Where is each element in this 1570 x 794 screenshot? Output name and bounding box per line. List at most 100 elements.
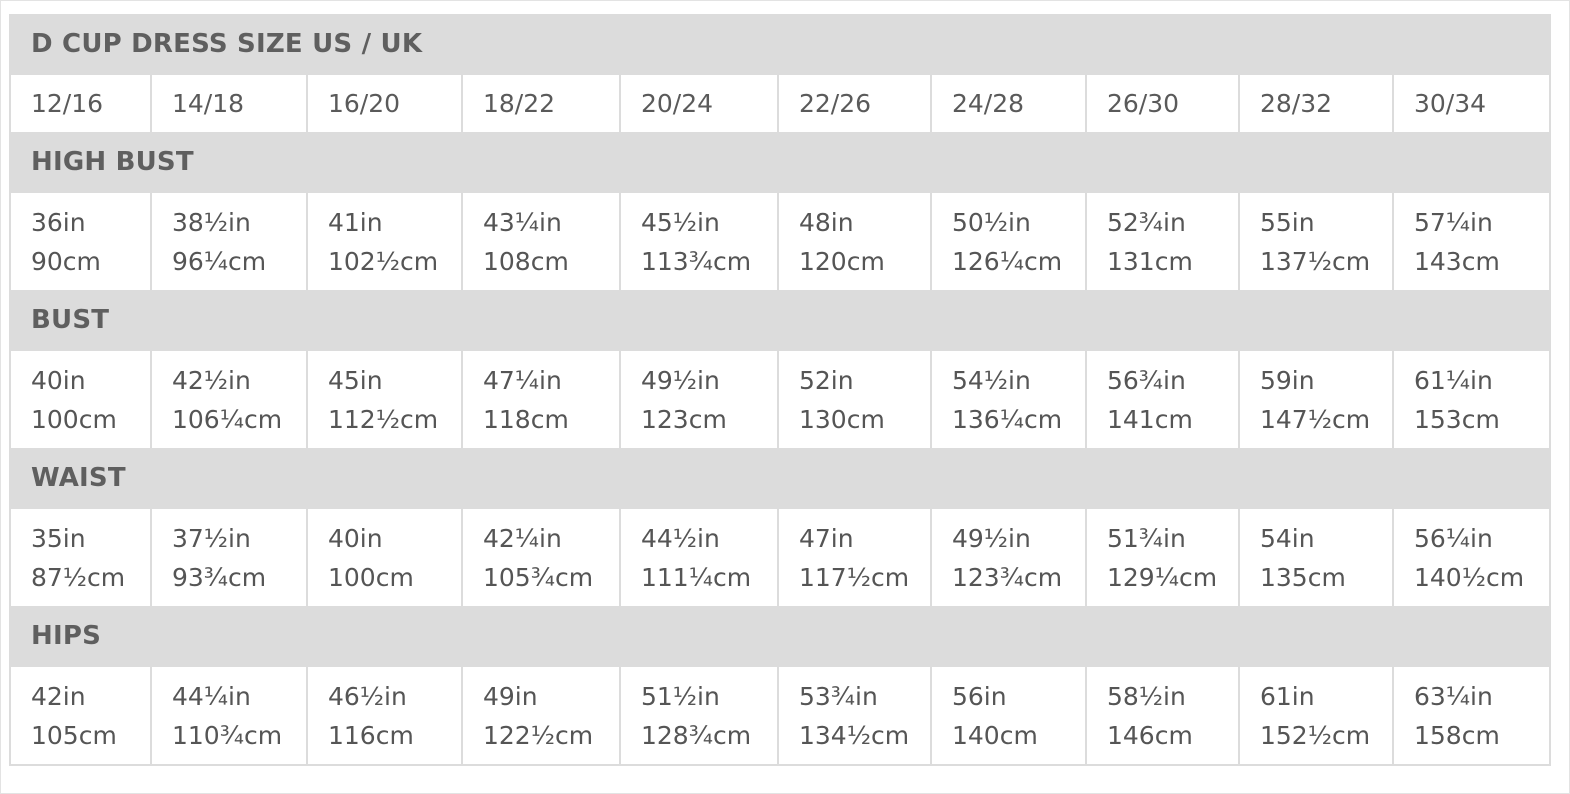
inches-value: 55in (1260, 207, 1315, 237)
size-chart-body: D CUP DRESS SIZE US / UK 12/16 14/18 16/… (8, 14, 1552, 766)
measurement-cell: 61¼in 153cm (1391, 349, 1552, 450)
measurement-cell: 53¾in 134½cm (777, 665, 932, 766)
measurement-cell: 47in 117½cm (777, 507, 932, 608)
measurement-row-high-bust: 36in 90cm 38½in 96¼cm 41in 102½cm 43¼in 108cm 45… (9, 191, 1552, 292)
size-row: 12/16 14/18 16/20 18/22 20/24 22/26 24/2… (9, 73, 1552, 134)
centimeters-value: 100cm (31, 404, 117, 434)
centimeters-value: 123cm (641, 404, 727, 434)
inches-value: 47in (799, 523, 854, 553)
measurement-cell: 36in 90cm (9, 191, 152, 292)
centimeters-value: 123¾cm (952, 562, 1063, 592)
centimeters-value: 105cm (31, 720, 117, 750)
section-header-row-waist: WAIST (8, 448, 1552, 509)
size-cell: 28/32 (1238, 73, 1394, 134)
inches-value: 49½in (641, 365, 720, 395)
measurement-cell: 40in 100cm (306, 507, 463, 608)
measurement-cell: 54½in 136¼cm (930, 349, 1087, 450)
measurement-cell: 52¾in 131cm (1085, 191, 1240, 292)
centimeters-value: 87½cm (31, 562, 126, 592)
inches-value: 44½in (641, 523, 720, 553)
inches-value: 56¾in (1107, 365, 1186, 395)
section-header-row-hips: HIPS (8, 606, 1552, 667)
size-cell: 22/26 (777, 73, 932, 134)
measurement-cell: 55in 137½cm (1238, 191, 1394, 292)
size-cell: 26/30 (1085, 73, 1240, 134)
inches-value: 61in (1260, 681, 1315, 711)
inches-value: 56¼in (1414, 523, 1493, 553)
inches-value: 52in (799, 365, 854, 395)
measurement-cell: 58½in 146cm (1085, 665, 1240, 766)
size-cell: 30/34 (1391, 73, 1552, 134)
centimeters-value: 106¼cm (172, 404, 283, 434)
measurement-cell: 44½in 111¼cm (619, 507, 779, 608)
size-cell: 14/18 (150, 73, 308, 134)
centimeters-value: 130cm (799, 404, 885, 434)
inches-value: 43¼in (483, 207, 562, 237)
measurement-row-hips: 42in 105cm 44¼in 110¾cm 46½in 116cm 49in 122½cm… (9, 665, 1552, 766)
measurement-cell: 38½in 96¼cm (150, 191, 308, 292)
inches-value: 51¾in (1107, 523, 1186, 553)
measurement-cell: 42½in 106¼cm (150, 349, 308, 450)
measurement-cell: 49in 122½cm (461, 665, 621, 766)
inches-value: 41in (328, 207, 383, 237)
centimeters-value: 134½cm (799, 720, 910, 750)
centimeters-value: 110¾cm (172, 720, 283, 750)
measurement-cell: 40in 100cm (9, 349, 152, 450)
centimeters-value: 153cm (1414, 404, 1500, 434)
centimeters-value: 90cm (31, 246, 101, 276)
measurement-cell: 43¼in 108cm (461, 191, 621, 292)
inches-value: 47¼in (483, 365, 562, 395)
measurement-cell: 45½in 113¾cm (619, 191, 779, 292)
inches-value: 44¼in (172, 681, 251, 711)
inches-value: 50½in (952, 207, 1031, 237)
centimeters-value: 128¾cm (641, 720, 752, 750)
inches-value: 40in (31, 365, 86, 395)
inches-value: 57¼in (1414, 207, 1493, 237)
centimeters-value: 147½cm (1260, 404, 1371, 434)
centimeters-value: 146cm (1107, 720, 1193, 750)
centimeters-value: 140½cm (1414, 562, 1525, 592)
section-header-row-bust: BUST (8, 290, 1552, 351)
centimeters-value: 105¾cm (483, 562, 594, 592)
inches-value: 51½in (641, 681, 720, 711)
inches-value: 53¾in (799, 681, 878, 711)
centimeters-value: 122½cm (483, 720, 594, 750)
centimeters-value: 158cm (1414, 720, 1500, 750)
measurement-cell: 49½in 123¾cm (930, 507, 1087, 608)
measurement-cell: 52in 130cm (777, 349, 932, 450)
section-label-waist: WAIST (8, 448, 1552, 509)
centimeters-value: 111¼cm (641, 562, 752, 592)
inches-value: 61¼in (1414, 365, 1493, 395)
measurement-cell: 57¼in 143cm (1391, 191, 1552, 292)
inches-value: 40in (328, 523, 383, 553)
title-row: D CUP DRESS SIZE US / UK (8, 14, 1552, 75)
measurement-cell: 42¼in 105¾cm (461, 507, 621, 608)
centimeters-value: 102½cm (328, 246, 439, 276)
measurement-cell: 46½in 116cm (306, 665, 463, 766)
centimeters-value: 129¼cm (1107, 562, 1218, 592)
measurement-cell: 37½in 93¾cm (150, 507, 308, 608)
size-chart-table: D CUP DRESS SIZE US / UK 12/16 14/18 16/… (8, 14, 1552, 766)
section-label-hips: HIPS (8, 606, 1552, 667)
inches-value: 54½in (952, 365, 1031, 395)
section-label-bust: BUST (8, 290, 1552, 351)
centimeters-value: 113¾cm (641, 246, 752, 276)
measurement-cell: 50½in 126¼cm (930, 191, 1087, 292)
centimeters-value: 126¼cm (952, 246, 1063, 276)
inches-value: 58½in (1107, 681, 1186, 711)
inches-value: 42¼in (483, 523, 562, 553)
inches-value: 46½in (328, 681, 407, 711)
inches-value: 45in (328, 365, 383, 395)
centimeters-value: 141cm (1107, 404, 1193, 434)
centimeters-value: 93¾cm (172, 562, 267, 592)
centimeters-value: 137½cm (1260, 246, 1371, 276)
table-title: D CUP DRESS SIZE US / UK (8, 14, 1552, 75)
measurement-cell: 61in 152½cm (1238, 665, 1394, 766)
section-label-high-bust: HIGH BUST (8, 132, 1552, 193)
inches-value: 56in (952, 681, 1007, 711)
centimeters-value: 152½cm (1260, 720, 1371, 750)
measurement-cell: 49½in 123cm (619, 349, 779, 450)
centimeters-value: 136¼cm (952, 404, 1063, 434)
measurement-cell: 63¼in 158cm (1391, 665, 1552, 766)
measurement-cell: 56in 140cm (930, 665, 1087, 766)
